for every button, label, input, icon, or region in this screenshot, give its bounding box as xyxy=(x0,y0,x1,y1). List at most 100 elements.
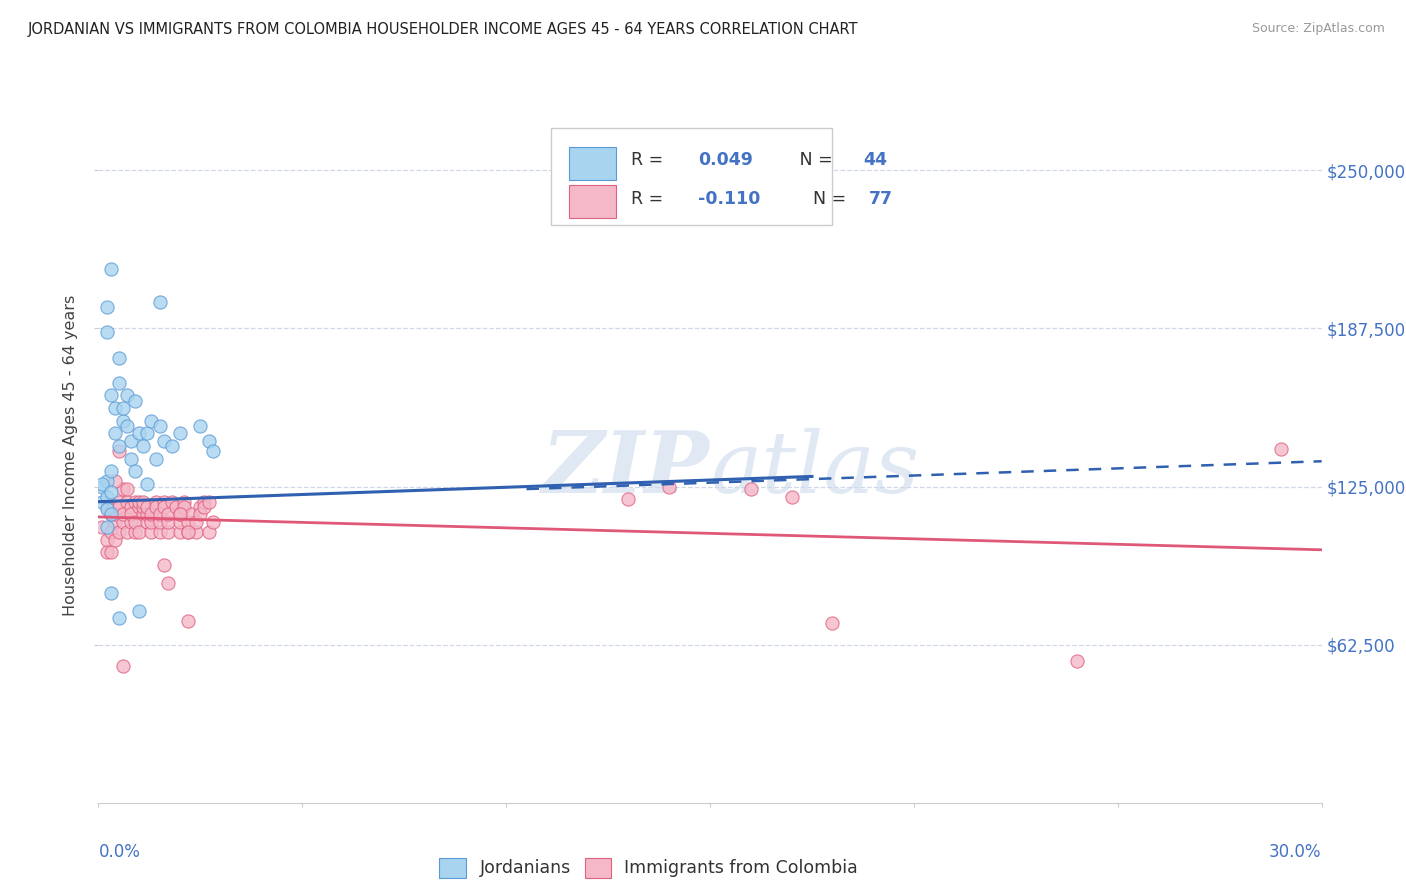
Point xyxy=(100,388,122,402)
Point xyxy=(132,494,155,508)
Point xyxy=(152,500,174,514)
Point xyxy=(128,426,150,441)
Text: 30.0%: 30.0% xyxy=(1270,843,1322,861)
Point xyxy=(120,508,142,522)
Point xyxy=(152,558,174,572)
Point xyxy=(104,508,127,522)
Point xyxy=(136,515,159,529)
Text: N =: N = xyxy=(801,190,852,208)
Point xyxy=(136,426,159,441)
Point xyxy=(128,603,150,617)
Point xyxy=(96,520,118,534)
Text: R =: R = xyxy=(630,190,668,208)
Y-axis label: Householder Income Ages 45 - 64 years: Householder Income Ages 45 - 64 years xyxy=(63,294,79,615)
Point xyxy=(128,500,150,514)
Point xyxy=(108,494,131,508)
Point xyxy=(132,508,155,522)
Point xyxy=(141,525,163,540)
Point xyxy=(197,434,219,448)
Point xyxy=(188,418,212,433)
Text: ZIP: ZIP xyxy=(543,427,710,510)
Text: N =: N = xyxy=(783,151,838,169)
Point xyxy=(120,515,142,529)
FancyBboxPatch shape xyxy=(569,185,616,219)
Point xyxy=(100,508,122,522)
Point xyxy=(1270,442,1292,456)
Point xyxy=(120,500,142,514)
Text: 0.049: 0.049 xyxy=(697,151,752,169)
Point xyxy=(177,525,200,540)
Point xyxy=(100,545,122,559)
Text: -0.110: -0.110 xyxy=(697,190,761,208)
Point xyxy=(128,494,150,508)
Point xyxy=(173,500,195,514)
Point xyxy=(108,525,131,540)
Point xyxy=(145,494,167,508)
Point xyxy=(193,494,215,508)
Point xyxy=(136,508,159,522)
Point xyxy=(115,482,138,496)
Point xyxy=(152,494,174,508)
Point xyxy=(96,300,118,314)
Point xyxy=(96,500,118,514)
Point xyxy=(186,515,208,529)
Text: 77: 77 xyxy=(869,190,893,208)
FancyBboxPatch shape xyxy=(569,146,616,180)
Point xyxy=(152,434,174,448)
Text: JORDANIAN VS IMMIGRANTS FROM COLOMBIA HOUSEHOLDER INCOME AGES 45 - 64 YEARS CORR: JORDANIAN VS IMMIGRANTS FROM COLOMBIA HO… xyxy=(28,22,859,37)
Point xyxy=(617,492,640,507)
Point xyxy=(188,500,212,514)
Point xyxy=(169,525,191,540)
Point xyxy=(658,479,681,493)
Point xyxy=(100,262,122,277)
Point xyxy=(111,414,134,428)
Point xyxy=(115,525,138,540)
Point xyxy=(111,659,134,673)
Point xyxy=(108,376,131,390)
Point xyxy=(108,439,131,453)
Point xyxy=(91,520,114,534)
Point xyxy=(169,515,191,529)
Point xyxy=(108,444,131,458)
Point xyxy=(115,388,138,402)
Point xyxy=(181,508,204,522)
Point xyxy=(149,515,172,529)
Point xyxy=(120,451,142,466)
Point xyxy=(136,477,159,491)
Point xyxy=(100,525,122,540)
Point xyxy=(169,508,191,522)
Point xyxy=(96,533,118,547)
Point xyxy=(132,439,155,453)
Point xyxy=(111,482,134,496)
Point xyxy=(111,401,134,416)
Point xyxy=(201,444,224,458)
Point xyxy=(115,494,138,508)
Point xyxy=(1066,654,1088,668)
Point xyxy=(91,479,114,493)
Point xyxy=(108,500,131,514)
Point xyxy=(821,616,844,631)
Text: atlas: atlas xyxy=(710,427,920,510)
Point xyxy=(111,508,134,522)
Point xyxy=(156,515,179,529)
Point xyxy=(177,525,200,540)
Point xyxy=(201,515,224,529)
Point xyxy=(177,515,200,529)
Point xyxy=(100,464,122,478)
Point xyxy=(149,508,172,522)
Point xyxy=(141,414,163,428)
Point xyxy=(124,494,146,508)
Point xyxy=(740,482,762,496)
Point xyxy=(145,500,167,514)
Point xyxy=(149,294,172,309)
Point xyxy=(169,508,191,522)
Point xyxy=(136,500,159,514)
Point xyxy=(104,515,127,529)
Point xyxy=(188,508,212,522)
Point xyxy=(124,515,146,529)
Point xyxy=(173,494,195,508)
Point xyxy=(100,586,122,600)
Point xyxy=(91,494,114,508)
Point xyxy=(108,611,131,625)
Point xyxy=(145,451,167,466)
